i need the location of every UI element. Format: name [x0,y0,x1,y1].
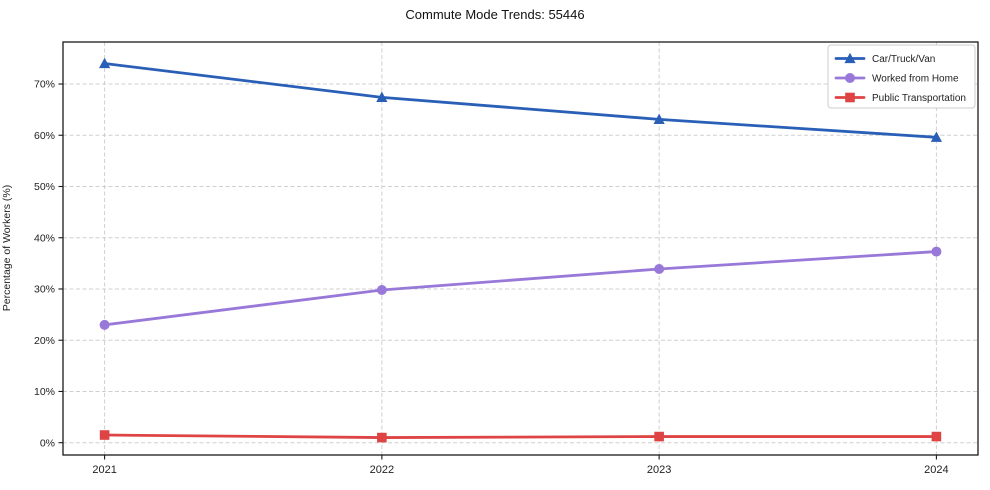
data-point-marker [376,91,388,102]
y-tick-label: 50% [34,181,55,193]
series-public-transportation [99,430,942,443]
series-car-truck-van [98,57,943,142]
data-point-marker [654,263,665,274]
legend-entry-public-transportation: Public Transportation [834,92,966,104]
data-point-marker [930,131,943,142]
legend-entry-car-truck-van: Car/Truck/Van [834,52,935,65]
y-tick-label: 30% [34,284,55,296]
data-point-marker [99,430,110,440]
data-point-marker [98,57,111,69]
x-tick-label: 2024 [924,464,948,476]
legend-entry-worked-from-home: Worked from Home [834,73,959,85]
series-line-car-truck-van [103,62,938,139]
y-tick-label: 70% [34,79,55,91]
legend-marker-triangle-icon [844,52,856,64]
data-point-marker [654,431,664,442]
y-tick-label: 40% [34,232,55,244]
series-line-worked-from-home [103,250,938,327]
legend-label: Car/Truck/Van [872,54,935,65]
data-point-marker [931,246,942,257]
y-tick-label: 0% [40,437,55,449]
legend: Car/Truck/Van Worked from Home Public Tran… [827,44,976,109]
series-line-public-transportation [103,433,938,439]
legend-label: Public Transportation [872,93,966,104]
x-tick-label: 2023 [647,464,671,476]
legend-label: Worked from Home [872,74,959,85]
y-tick-label: 60% [34,130,55,142]
x-tick-label: 2021 [92,464,116,476]
legend-marker-square-icon [845,92,855,103]
data-point-marker [99,319,110,330]
plot-border [62,41,979,456]
data-point-marker [377,432,387,443]
y-tick-label: 20% [34,335,55,347]
y-tick-label: 10% [34,386,55,398]
data-point-marker [653,113,665,124]
legend-marker-circle-icon [845,73,855,83]
series-worked-from-home [99,246,942,330]
chart-title: Commute Mode Trends: 55446 [405,7,585,22]
x-tick-label: 2022 [370,464,394,476]
y-axis-label: Percentage of Workers (%) [1,184,13,312]
data-point-marker [376,285,387,296]
data-point-marker [931,431,942,442]
legend-box [827,44,976,109]
